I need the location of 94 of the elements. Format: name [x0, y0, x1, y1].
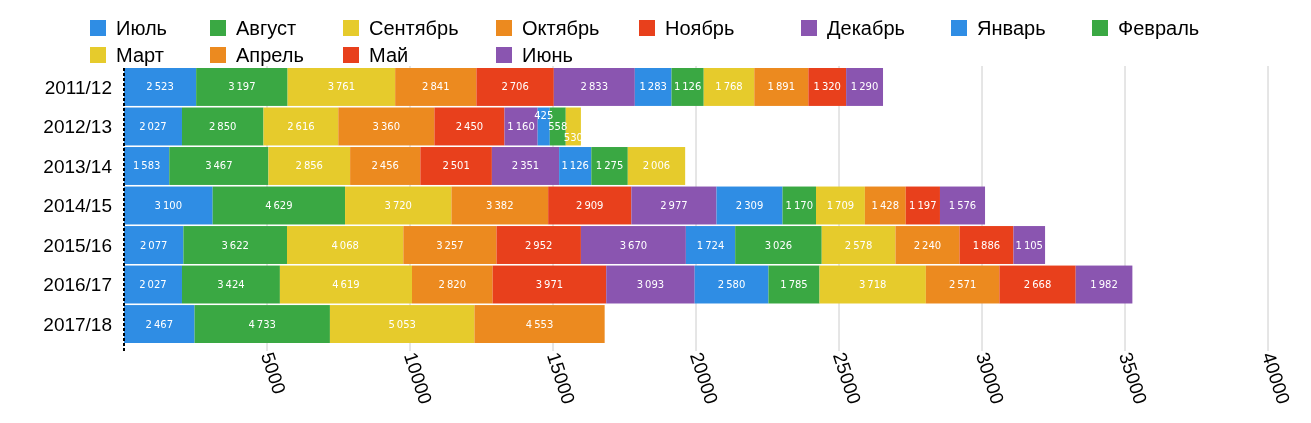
data-label: 2 580: [717, 279, 746, 291]
legend-label: Октябрь: [522, 17, 600, 39]
y-tick-label: 2013/14: [43, 155, 113, 177]
data-label: 4 553: [525, 318, 554, 330]
data-label: 2 467: [145, 318, 173, 330]
data-label: 2 351: [511, 160, 540, 172]
data-label: 2 952: [524, 239, 553, 251]
x-tick-label: 15000: [542, 349, 580, 407]
data-label: 2 856: [295, 160, 323, 172]
y-tick-label: 2015/16: [43, 234, 112, 256]
y-tick-label: 2017/18: [43, 313, 112, 335]
x-tick-label: 40000: [1257, 349, 1295, 407]
data-label: 2 571: [948, 279, 977, 291]
data-label: 2 450: [455, 120, 484, 132]
data-label: 3 971: [535, 279, 564, 291]
data-label: 4 619: [332, 279, 360, 291]
data-label: 2 841: [422, 81, 450, 93]
data-label: 1 768: [715, 81, 743, 93]
data-label: 1 891: [767, 81, 796, 93]
data-label: 2 456: [371, 160, 399, 172]
data-label: 2 820: [438, 279, 467, 291]
data-label: 3 093: [636, 279, 665, 291]
data-label: 1 170: [785, 200, 813, 211]
data-label: 1 105: [1015, 239, 1043, 251]
data-label: 2 850: [209, 120, 237, 132]
data-label: 1 886: [972, 239, 1001, 251]
data-label: 2 006: [642, 160, 671, 172]
x-tick-label: 5000: [256, 349, 290, 397]
data-label: 3 720: [384, 200, 412, 211]
data-label: 1 197: [909, 200, 937, 211]
data-label: 3 197: [228, 81, 256, 93]
data-label: 3 622: [221, 239, 249, 251]
data-label: 1 290: [850, 81, 879, 93]
data-label: 3 424: [217, 279, 245, 291]
legend-label: Июль: [116, 17, 168, 39]
y-tick-label: 2016/17: [43, 274, 112, 296]
data-label: 1 320: [813, 81, 841, 93]
data-label: 2 077: [139, 239, 168, 251]
data-label: 1 428: [871, 200, 900, 211]
data-label: 1 160: [507, 120, 535, 132]
data-label: 2 240: [913, 239, 942, 251]
data-label: 2 977: [660, 200, 688, 211]
data-label: 1 785: [780, 279, 808, 291]
data-label: 2 523: [146, 81, 174, 93]
legend-label: Июнь: [522, 44, 573, 66]
data-label: 2 578: [844, 239, 873, 251]
data-label: 2 309: [735, 200, 764, 211]
legend-label: Декабрь: [827, 17, 905, 39]
data-label: 1 283: [639, 81, 667, 93]
data-label: 1 275: [595, 160, 624, 172]
data-label: 2 616: [287, 120, 315, 132]
y-tick-label: 2012/13: [43, 116, 112, 138]
data-label: 3 467: [205, 160, 233, 172]
data-label: 1 709: [826, 200, 855, 211]
data-label: 3 360: [372, 120, 401, 132]
x-tick-label: 25000: [828, 349, 866, 407]
x-tick-label: 10000: [399, 349, 437, 407]
data-label: 3 257: [436, 239, 464, 251]
data-label: 2 027: [139, 279, 167, 291]
data-label: 2 833: [580, 81, 609, 93]
data-label: 4 733: [248, 318, 276, 330]
legend-label: Март: [116, 44, 164, 66]
data-label: 2 668: [1023, 279, 1052, 291]
legend-label: Ноябрь: [665, 17, 735, 39]
y-tick-label: 2014/15: [43, 195, 112, 217]
data-label: 3 670: [619, 239, 648, 251]
data-label: 2 706: [501, 81, 529, 93]
data-label: 1 583: [132, 160, 161, 172]
legend-label: Май: [369, 44, 409, 66]
legend-label: Февраль: [1118, 17, 1200, 39]
data-label: 3 100: [154, 200, 183, 211]
x-tick-label: 20000: [685, 349, 723, 407]
data-label: 3 761: [327, 81, 356, 93]
data-label: 3 718: [858, 279, 887, 291]
data-label: 2 501: [442, 160, 470, 172]
x-tick-label: 35000: [1114, 349, 1152, 407]
y-tick-label: 2011/12: [44, 76, 112, 98]
data-label: 2 909: [576, 200, 604, 211]
data-label: 3 026: [764, 239, 793, 251]
data-label: 5 053: [388, 318, 416, 330]
legend-label: Январь: [977, 17, 1046, 39]
legend-label: Апрель: [236, 44, 304, 66]
data-label: 1 126: [561, 160, 589, 172]
data-label: 2 027: [139, 120, 167, 132]
data-label: 1 724: [696, 239, 725, 251]
data-label: 1 126: [673, 81, 702, 93]
data-label: 4 629: [265, 200, 293, 211]
data-label: 1 982: [1090, 279, 1118, 291]
x-tick-label: 30000: [971, 349, 1009, 407]
legend-label: Август: [236, 17, 297, 39]
legend-label: Сентябрь: [369, 17, 459, 39]
data-label: 3 382: [486, 200, 514, 211]
data-label: 1 576: [948, 200, 977, 211]
data-label: 4 068: [331, 239, 359, 251]
